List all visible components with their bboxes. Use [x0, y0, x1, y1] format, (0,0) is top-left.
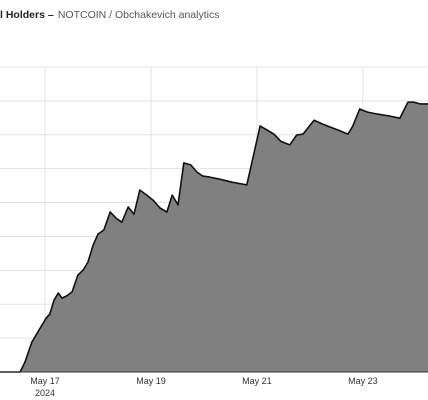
area-line [0, 101, 428, 373]
year-label: 2024 [35, 388, 55, 398]
chart-title: l Holders – [0, 9, 54, 21]
x-tick-label: May 23 [348, 376, 378, 386]
x-tick-label: May 21 [242, 376, 272, 386]
x-tick-label: May 17 [30, 376, 60, 386]
chart-subtitle: NOTCOIN / Obchakevich analytics [58, 9, 220, 21]
x-tick-label: May 19 [136, 376, 166, 386]
area-fill [0, 102, 428, 372]
